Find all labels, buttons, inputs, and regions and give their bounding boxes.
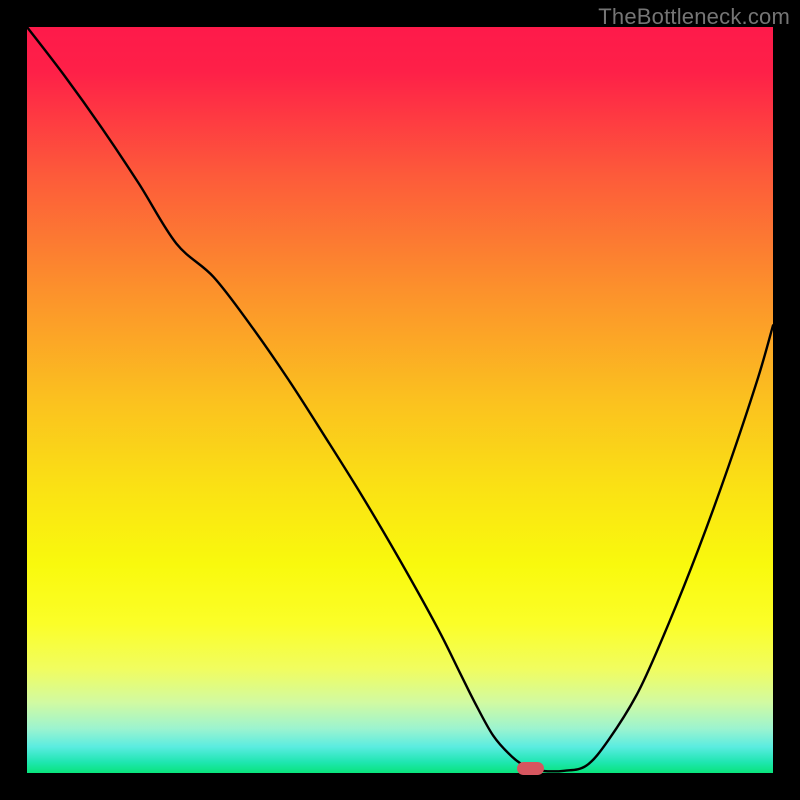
plot-area xyxy=(27,27,773,773)
watermark-text: TheBottleneck.com xyxy=(598,4,790,30)
optimal-point-marker xyxy=(517,762,544,775)
gradient-background xyxy=(27,27,773,773)
bottleneck-curve-chart xyxy=(27,27,773,773)
chart-frame: TheBottleneck.com xyxy=(0,0,800,800)
